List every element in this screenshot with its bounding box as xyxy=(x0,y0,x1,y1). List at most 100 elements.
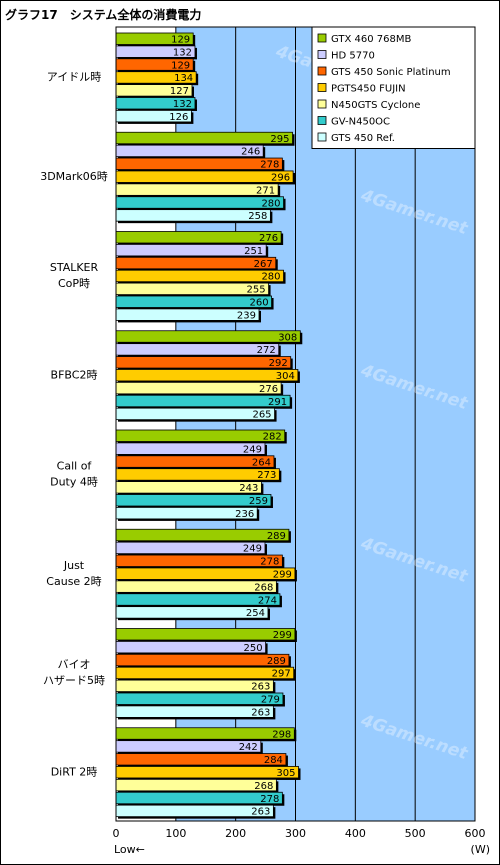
bar xyxy=(115,705,274,718)
legend-swatch xyxy=(317,116,327,125)
bar xyxy=(115,666,295,680)
bar-value-label: 276 xyxy=(259,233,278,244)
legend-swatch xyxy=(317,50,327,59)
bar-value-label: 304 xyxy=(276,371,295,382)
bar xyxy=(115,295,272,308)
bar-value-label: 255 xyxy=(246,285,265,296)
bar-value-label: 236 xyxy=(235,509,254,520)
category-label: Cause 2時 xyxy=(46,575,101,588)
bar-value-label: 284 xyxy=(264,755,283,766)
bar xyxy=(115,580,277,593)
bar xyxy=(115,157,283,170)
bar-value-label: 259 xyxy=(249,496,268,507)
bar-value-label: 289 xyxy=(267,531,286,542)
x-tick-label: 0 xyxy=(113,827,120,840)
legend-label: GV-N450OC xyxy=(331,117,390,128)
bar-value-label: 267 xyxy=(254,259,273,270)
bar xyxy=(115,356,292,369)
bar-value-label: 280 xyxy=(261,198,280,209)
legend-label: GTS 450 Ref. xyxy=(331,133,395,144)
category-label: 3DMark06時 xyxy=(40,170,108,183)
bar-value-label: 249 xyxy=(243,444,262,455)
legend-label: GTS 450 Sonic Platinum xyxy=(331,67,451,78)
bar xyxy=(115,766,299,779)
bar xyxy=(115,256,277,270)
category-label: アイドル時 xyxy=(47,71,101,84)
bar-value-label: 279 xyxy=(261,695,280,706)
bar-value-label: 263 xyxy=(251,682,270,693)
bar xyxy=(115,196,284,209)
bar-value-label: 264 xyxy=(252,457,271,468)
bar xyxy=(115,183,279,196)
bar-value-label: 268 xyxy=(254,582,273,593)
bar xyxy=(115,269,284,283)
category-label: Duty 4時 xyxy=(50,476,98,489)
legend-label: N450GTS Cyclone xyxy=(331,100,420,111)
bar-value-label: 271 xyxy=(256,185,275,196)
bar-value-label: 239 xyxy=(237,310,256,321)
x-tick-label: 100 xyxy=(165,827,186,840)
x-tick-label: 400 xyxy=(345,827,366,840)
bar-value-label: 134 xyxy=(174,73,193,84)
legend-label: PGTS450 FUJIN xyxy=(331,84,406,95)
bar-value-label: 274 xyxy=(258,595,277,606)
category-label: STALKER xyxy=(50,261,99,274)
bar xyxy=(115,381,282,395)
bar-value-label: 258 xyxy=(248,211,267,222)
bar-value-label: 299 xyxy=(273,630,292,641)
bar xyxy=(115,593,281,606)
bar xyxy=(115,131,293,145)
bar-value-label: 243 xyxy=(239,483,258,494)
bar-value-label: 297 xyxy=(272,669,291,680)
bar xyxy=(115,653,290,667)
category-label: BFBC2時 xyxy=(51,368,98,381)
legend-swatch xyxy=(317,132,327,142)
bar-value-label: 129 xyxy=(171,35,190,46)
bar xyxy=(115,791,283,805)
category-label: バイオ xyxy=(58,658,91,671)
bar-value-label: 268 xyxy=(254,781,273,792)
bar-value-label: 260 xyxy=(249,298,268,309)
x-tick-label: 600 xyxy=(465,827,486,840)
bar xyxy=(115,727,295,740)
legend-label: GTX 460 768MB xyxy=(331,34,412,45)
bar xyxy=(115,778,277,792)
bar xyxy=(115,455,275,468)
bar xyxy=(115,369,299,382)
bar xyxy=(115,628,296,641)
bar-value-label: 278 xyxy=(260,557,279,568)
bar-value-label: 276 xyxy=(259,384,278,395)
bar-value-label: 305 xyxy=(276,768,295,779)
x-axis-low-label: Low← xyxy=(114,843,145,856)
bar xyxy=(115,231,282,244)
bar xyxy=(115,804,274,818)
bar xyxy=(115,394,291,408)
chart-title: グラフ17 システム全体の消費電力 xyxy=(5,8,202,22)
bar-value-label: 298 xyxy=(272,729,291,740)
bar xyxy=(115,330,301,343)
bar-value-label: 272 xyxy=(257,345,276,356)
bar-value-label: 289 xyxy=(267,656,286,667)
bar-value-label: 242 xyxy=(239,742,258,753)
bar xyxy=(115,567,296,580)
category-label: Just xyxy=(63,559,85,572)
x-axis-unit-label: (W) xyxy=(471,843,490,856)
bar-value-label: 254 xyxy=(246,608,265,619)
bar-value-label: 129 xyxy=(171,60,190,71)
plot-border xyxy=(115,26,476,822)
bar-value-label: 280 xyxy=(261,272,280,283)
bar xyxy=(115,170,294,183)
category-label: Call of xyxy=(57,460,93,473)
bar xyxy=(115,429,286,442)
bar-value-label: 291 xyxy=(268,397,287,408)
category-label: DiRT 2時 xyxy=(51,765,98,778)
bar xyxy=(115,209,271,222)
bar-value-label: 263 xyxy=(251,807,270,818)
bar-value-label: 273 xyxy=(257,470,276,481)
bar xyxy=(115,343,280,356)
bar-value-label: 296 xyxy=(271,172,290,183)
bar-value-label: 299 xyxy=(273,569,292,580)
bar xyxy=(115,528,290,542)
legend-swatch xyxy=(317,83,327,92)
